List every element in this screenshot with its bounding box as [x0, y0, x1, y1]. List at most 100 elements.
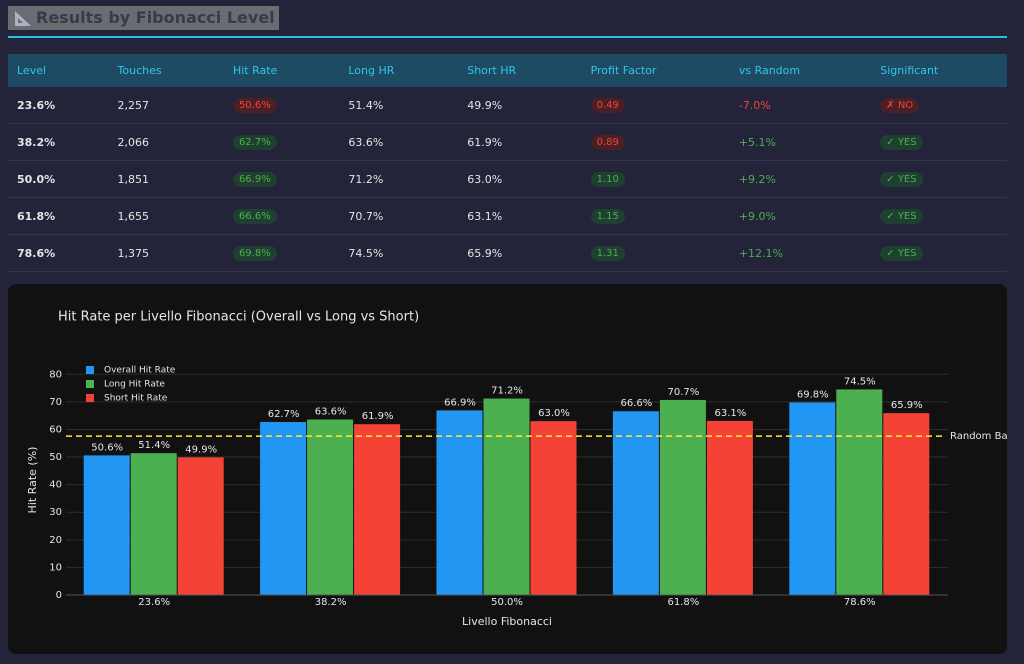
section-title: Results by Fibonacci Level — [8, 6, 279, 30]
column-header: Hit Rate — [223, 54, 340, 87]
x-tick-label: 38.2% — [315, 597, 347, 608]
value-label: 74.5% — [844, 376, 876, 387]
bar — [659, 399, 706, 595]
cell-text: 38.2% — [17, 135, 56, 149]
cell-text: 63.1% — [467, 209, 503, 223]
table-cell: 1.15 — [581, 197, 730, 235]
table-cell: ✓ YES — [871, 234, 1007, 272]
table-cell: 1,655 — [108, 197, 224, 235]
legend-label: Long Hit Rate — [104, 380, 165, 390]
value-label: 62.7% — [268, 409, 300, 420]
value-label: 51.4% — [138, 440, 170, 451]
chart-title: Hit Rate per Livello Fibonacci (Overall … — [58, 310, 419, 325]
cell-text: 71.2% — [348, 172, 384, 186]
badge: 66.9% — [232, 171, 277, 187]
value-label: 63.6% — [315, 407, 347, 418]
x-tick-label: 61.8% — [668, 597, 700, 608]
delta: -7.0% — [738, 98, 771, 112]
delta: +5.1% — [738, 135, 776, 149]
ruler-icon — [15, 11, 31, 26]
value-label: 66.6% — [621, 398, 653, 409]
bar — [307, 419, 354, 595]
table-cell: 70.7% — [339, 197, 459, 235]
table-cell: 1.10 — [581, 160, 730, 198]
y-tick-label: 10 — [49, 562, 62, 573]
baseline-label: Random Baseline — [950, 431, 1024, 442]
value-label: 61.9% — [362, 411, 394, 422]
table-cell: ✓ YES — [871, 160, 1007, 198]
results-table: Level Touches Hit Rate Long HR Short HR Profi… — [8, 54, 1007, 272]
bar — [706, 420, 753, 595]
cell-text: 63.0% — [467, 172, 503, 186]
cell-text: 61.8% — [17, 209, 56, 223]
column-header: Significant — [871, 54, 1007, 87]
table-cell: +12.1% — [729, 234, 872, 272]
title-text: Results by Fibonacci Level — [36, 8, 275, 27]
table-cell: 63.0% — [458, 160, 582, 198]
cell-text: 2,066 — [117, 135, 150, 149]
legend-swatch — [86, 366, 94, 374]
table-cell: 71.2% — [339, 160, 459, 198]
column-header: Level — [8, 54, 109, 87]
cell-text: 50.0% — [17, 172, 56, 186]
table-cell: 2,066 — [108, 123, 224, 161]
badge: 69.8% — [232, 245, 277, 261]
table-cell: 50.0% — [8, 160, 109, 198]
table-row: 23.6% 2,257 50.6% 51.4% 49.9% 0.49 -7.0% ✗ NO — [8, 87, 1007, 124]
table-cell: 69.8% — [223, 234, 340, 272]
legend-swatch — [86, 380, 94, 388]
cell-text: 63.6% — [348, 135, 384, 149]
value-label: 50.6% — [91, 442, 123, 453]
delta: +9.2% — [738, 172, 776, 186]
bar — [883, 413, 930, 595]
table-cell: 51.4% — [339, 87, 459, 124]
bar — [612, 411, 659, 595]
value-label: 69.8% — [797, 389, 829, 400]
cell-text: 1,375 — [117, 246, 150, 260]
badge: 1.31 — [590, 245, 625, 261]
cell-text: 2,257 — [117, 98, 150, 112]
value-label: 66.9% — [444, 397, 476, 408]
bar — [354, 424, 401, 595]
bar — [130, 453, 177, 595]
table-cell: +9.0% — [729, 197, 872, 235]
table-cell: 49.9% — [458, 87, 582, 124]
legend-label: Overall Hit Rate — [104, 366, 176, 376]
table-row: 50.0% 1,851 66.9% 71.2% 63.0% 1.10 +9.2% ✓ YES — [8, 160, 1007, 198]
table-cell: ✓ YES — [871, 197, 1007, 235]
y-tick-label: 50 — [49, 452, 62, 463]
badge: ✓ YES — [880, 171, 923, 187]
bar — [436, 410, 483, 595]
title-rule — [8, 36, 1007, 38]
header-row: Level Touches Hit Rate Long HR Short HR Profi… — [8, 54, 1007, 87]
table-cell: 63.6% — [339, 123, 459, 161]
table-cell: 74.5% — [339, 234, 459, 272]
table-row: 78.6% 1,375 69.8% 74.5% 65.9% 1.31 +12.1% ✓ YES — [8, 234, 1007, 272]
badge: 1.10 — [590, 171, 625, 187]
cell-text: 1,655 — [117, 209, 150, 223]
legend-swatch — [86, 394, 94, 402]
column-header: Long HR — [339, 54, 459, 87]
value-label: 71.2% — [491, 386, 523, 397]
badge: ✗ NO — [880, 97, 920, 113]
value-label: 70.7% — [668, 387, 700, 398]
y-tick-label: 30 — [49, 507, 62, 518]
badge: 50.6% — [232, 97, 277, 113]
cell-text: 49.9% — [467, 98, 503, 112]
y-tick-label: 60 — [49, 424, 62, 435]
value-label: 63.1% — [715, 408, 747, 419]
cell-text: 65.9% — [467, 246, 503, 260]
y-axis-title: Hit Rate (%) — [26, 447, 39, 514]
badge: 0.89 — [590, 134, 625, 150]
table-cell: 50.6% — [223, 87, 340, 124]
badge: ✓ YES — [880, 245, 923, 261]
badge: 62.7% — [232, 134, 277, 150]
bar — [83, 455, 130, 595]
table-cell: 38.2% — [8, 123, 109, 161]
bar — [789, 402, 836, 595]
table-cell: 63.1% — [458, 197, 582, 235]
value-label: 49.9% — [185, 444, 217, 455]
cell-text: 51.4% — [348, 98, 384, 112]
